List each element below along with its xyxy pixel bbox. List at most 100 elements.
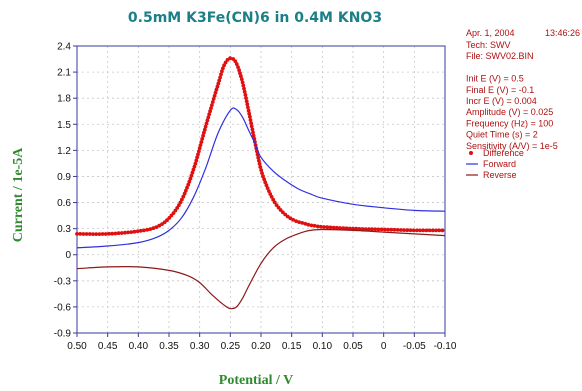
series-difference-point — [188, 176, 193, 181]
series-difference-point — [257, 158, 261, 163]
series-difference-point — [288, 216, 293, 221]
series-difference-point — [187, 179, 192, 184]
series-difference-point — [312, 223, 317, 228]
series-difference-point — [351, 226, 355, 231]
series-difference-point — [203, 124, 208, 129]
series-difference-point — [191, 167, 196, 172]
y-tick-label: 0.9 — [57, 172, 71, 183]
series-difference-point — [142, 228, 146, 233]
series-difference-point — [157, 223, 162, 228]
series-difference-point — [197, 149, 201, 154]
series-difference-point — [392, 227, 397, 232]
x-axis-label: Potential / V — [219, 373, 293, 388]
series-difference-point — [195, 155, 200, 160]
series-difference-point — [242, 86, 246, 91]
series-difference-point — [421, 228, 426, 233]
x-tick-label: 0.15 — [282, 341, 302, 352]
series-difference-point — [110, 231, 115, 236]
series-difference-point — [247, 111, 252, 116]
series-difference-point — [370, 227, 374, 232]
series-difference-point — [242, 89, 247, 94]
series-difference — [75, 56, 445, 237]
series-forward-line — [76, 107, 446, 249]
series-difference-point — [373, 227, 378, 232]
series-difference-point — [263, 180, 268, 185]
info-line: Init E (V) = 0.5 — [466, 74, 524, 84]
series-difference-point — [376, 227, 381, 232]
series-difference-point — [190, 170, 195, 175]
x-tick-label: 0.50 — [67, 341, 87, 352]
series-difference-point — [193, 161, 198, 166]
series-difference-point — [434, 228, 438, 233]
y-tick-label: 0.3 — [57, 224, 71, 235]
y-tick-label: 0.6 — [57, 198, 71, 209]
series-difference-point — [132, 229, 137, 234]
series-difference-point — [265, 186, 270, 191]
series-difference-point — [207, 112, 212, 117]
series-difference-point — [182, 191, 187, 196]
series-difference-point — [264, 183, 269, 188]
series-difference-point — [197, 146, 202, 151]
series-difference-point — [244, 99, 249, 104]
series-difference-point — [196, 152, 200, 157]
legend-label-difference: Difference — [483, 148, 524, 158]
series-difference-point — [220, 69, 224, 74]
x-tick-label: -0.10 — [434, 341, 457, 352]
series-difference-point — [217, 78, 222, 83]
series-difference-point — [208, 109, 213, 114]
series-difference-point — [221, 66, 225, 71]
series-difference-point — [325, 225, 330, 230]
y-tick-label: -0.6 — [54, 302, 72, 313]
series-difference-point — [249, 124, 254, 129]
series-difference-point — [84, 232, 89, 236]
grid — [77, 46, 445, 333]
legend-label-reverse: Reverse — [483, 170, 517, 180]
series-difference-point — [402, 228, 406, 233]
y-tick-label: -0.9 — [54, 329, 72, 340]
series-difference-point — [94, 232, 99, 237]
series-difference-point — [87, 232, 92, 236]
series-difference-point — [200, 137, 205, 141]
series-difference-point — [100, 232, 105, 236]
series-difference-point — [165, 218, 169, 223]
series-difference-point — [216, 81, 221, 86]
x-tick-label: 0.40 — [129, 341, 149, 352]
series-difference-point — [202, 130, 206, 135]
series-difference-point — [257, 162, 262, 166]
series-difference-point — [251, 133, 256, 138]
series-difference-point — [437, 228, 442, 233]
series-difference-point — [269, 194, 274, 199]
series-difference-point — [205, 118, 210, 123]
x-tick-label: 0 — [381, 341, 387, 352]
series-difference-point — [151, 226, 156, 231]
series-difference-point — [202, 127, 207, 132]
series-difference-point — [126, 230, 130, 235]
info-line: Amplitude (V) = 0.025 — [466, 107, 553, 117]
series-difference-point — [201, 133, 206, 138]
series-difference-point — [411, 228, 416, 233]
series-difference-point — [175, 206, 180, 210]
series-difference-point — [199, 140, 204, 144]
series-difference-point — [322, 225, 326, 229]
info-line: Quiet Time (s) = 2 — [466, 130, 538, 140]
y-tick-label: 1.2 — [57, 146, 71, 157]
series-difference-point — [228, 56, 233, 61]
series-difference-point — [280, 210, 285, 215]
series-difference-point — [272, 200, 277, 205]
series-difference-point — [424, 228, 429, 233]
series-difference-point — [116, 231, 121, 236]
series-difference-point — [248, 114, 252, 119]
series-difference-point — [213, 90, 218, 95]
series-difference-point — [258, 165, 263, 169]
series-difference-point — [194, 158, 199, 163]
info-line: Sensitivity (A/V) = 1e-5 — [466, 141, 558, 151]
series-difference-point — [246, 108, 251, 113]
series-difference-point — [344, 226, 349, 231]
series-difference-point — [145, 227, 150, 232]
series-difference-point — [239, 77, 244, 82]
x-tick-label: -0.05 — [403, 341, 426, 352]
series-difference-point — [210, 100, 215, 104]
series-difference-point — [91, 232, 95, 237]
series-layer — [75, 56, 446, 310]
